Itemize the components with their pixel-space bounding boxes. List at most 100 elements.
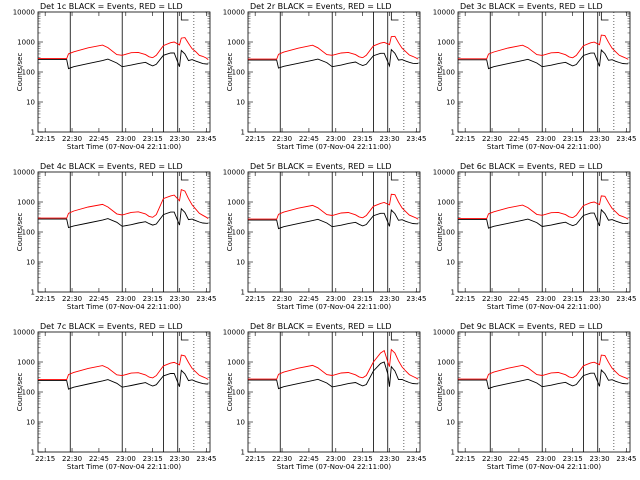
x-axis-label: Start Time (07-Nov-04 22:11:00) — [487, 143, 601, 151]
x-tick-label: 22:45 — [299, 135, 319, 143]
y-tick-label: 1000 — [437, 199, 455, 207]
plot-frame — [37, 171, 211, 293]
bracket-mark — [390, 172, 399, 181]
detector-panel: Det 3c BLACK = Events, RED = LLD 1 10 100 10… — [433, 2, 637, 151]
detector-panel: Det 9c BLACK = Events, RED = LLD 1 10 100 10… — [433, 322, 637, 471]
x-tick-label: 22:30 — [482, 135, 502, 143]
y-tick-label: 10000 — [13, 9, 35, 17]
x-tick-label: 22:45 — [509, 295, 529, 303]
x-tick-label: 22:30 — [482, 455, 502, 463]
plot-frame — [247, 331, 421, 453]
panel-title: Det 3c BLACK = Events, RED = LLD — [460, 2, 603, 11]
x-axis-label: Start Time (07-Nov-04 22:11:00) — [277, 463, 391, 471]
x-tick-label: 23:45 — [196, 295, 216, 303]
x-tick-label: 22:45 — [509, 135, 529, 143]
y-tick-label: 10000 — [433, 329, 455, 337]
x-axis-label: Start Time (07-Nov-04 22:11:00) — [67, 303, 181, 311]
x-tick-label: 23:15 — [143, 455, 163, 463]
y-tick-label: 1000 — [227, 39, 245, 47]
x-tick-label: 23:30 — [589, 455, 609, 463]
x-tick-label: 22:30 — [272, 455, 292, 463]
detector-panel: Det 8r BLACK = Events, RED = LLD 1 10 100 10… — [223, 322, 427, 471]
x-tick-label: 22:45 — [89, 295, 109, 303]
x-tick-label: 22:30 — [272, 135, 292, 143]
x-tick-label: 22:30 — [62, 135, 82, 143]
y-tick-label: 100 — [232, 69, 245, 77]
events-series-line — [38, 49, 209, 70]
x-tick-label: 23:00 — [536, 455, 556, 463]
y-tick-label: 10 — [236, 259, 245, 267]
x-tick-label: 23:30 — [379, 295, 399, 303]
lld-series-line — [38, 188, 209, 219]
bracket-mark — [390, 332, 399, 341]
y-tick-label: 1 — [451, 129, 455, 137]
detector-panel: Det 6c BLACK = Events, RED = LLD 1 10 100 10… — [433, 162, 637, 311]
x-tick-label: 23:15 — [143, 135, 163, 143]
y-tick-label: 100 — [22, 229, 35, 237]
y-tick-label: 1000 — [17, 199, 35, 207]
x-tick-label: 22:15 — [35, 455, 55, 463]
x-tick-label: 23:15 — [353, 295, 373, 303]
x-tick-label: 23:15 — [143, 295, 163, 303]
y-axis-label: Counts/sec — [436, 373, 444, 412]
x-tick-label: 22:15 — [245, 455, 265, 463]
lld-series-line — [458, 34, 629, 60]
y-tick-label: 10 — [26, 99, 35, 107]
x-axis-label: Start Time (07-Nov-04 22:11:00) — [487, 303, 601, 311]
x-tick-label: 23:15 — [353, 455, 373, 463]
plot-frame — [37, 331, 211, 453]
x-tick-label: 23:00 — [326, 295, 346, 303]
panel-title: Det 9c BLACK = Events, RED = LLD — [460, 322, 603, 331]
y-tick-label: 10 — [446, 419, 455, 427]
y-tick-label: 1 — [241, 289, 245, 297]
x-tick-label: 22:15 — [455, 295, 475, 303]
y-tick-label: 10 — [446, 99, 455, 107]
x-tick-label: 23:15 — [563, 135, 583, 143]
lld-series-line — [38, 37, 209, 60]
x-tick-label: 22:30 — [62, 295, 82, 303]
y-tick-label: 1000 — [227, 359, 245, 367]
bracket-mark — [180, 12, 189, 21]
lld-series-line — [38, 354, 209, 381]
y-axis-label: Counts/sec — [436, 53, 444, 92]
lld-series-line — [248, 193, 419, 220]
x-tick-label: 23:30 — [379, 135, 399, 143]
y-tick-label: 100 — [232, 389, 245, 397]
x-tick-label: 23:15 — [353, 135, 373, 143]
y-tick-label: 10000 — [223, 9, 245, 17]
x-tick-label: 22:15 — [35, 295, 55, 303]
panel-title: Det 2r BLACK = Events, RED = LLD — [250, 2, 392, 11]
x-tick-label: 23:45 — [406, 135, 426, 143]
x-axis-label: Start Time (07-Nov-04 22:11:00) — [277, 303, 391, 311]
detector-panel: Det 5r BLACK = Events, RED = LLD 1 10 100 10… — [223, 162, 427, 311]
y-tick-label: 10 — [446, 259, 455, 267]
bracket-mark — [390, 12, 399, 21]
y-tick-label: 10000 — [13, 329, 35, 337]
detector-panel: Det 4c BLACK = Events, RED = LLD 1 10 100 10… — [13, 162, 217, 311]
events-series-line — [248, 209, 419, 230]
panel-title: Det 8r BLACK = Events, RED = LLD — [250, 322, 392, 331]
panel-title: Det 5r BLACK = Events, RED = LLD — [250, 162, 392, 171]
events-series-line — [458, 208, 629, 229]
y-tick-label: 1000 — [17, 39, 35, 47]
x-tick-label: 23:15 — [563, 455, 583, 463]
x-tick-label: 23:00 — [116, 455, 136, 463]
x-tick-label: 22:45 — [299, 295, 319, 303]
x-tick-label: 23:00 — [326, 455, 346, 463]
x-tick-label: 23:45 — [616, 455, 636, 463]
lld-series-line — [458, 195, 629, 220]
x-tick-label: 22:15 — [245, 295, 265, 303]
y-tick-label: 1 — [31, 289, 35, 297]
y-axis-label: Counts/sec — [16, 373, 24, 412]
y-tick-label: 100 — [442, 69, 455, 77]
y-tick-label: 100 — [442, 229, 455, 237]
y-tick-label: 1 — [31, 129, 35, 137]
x-tick-label: 23:45 — [196, 455, 216, 463]
y-tick-label: 1 — [241, 449, 245, 457]
x-tick-label: 22:15 — [35, 135, 55, 143]
y-tick-label: 10 — [26, 259, 35, 267]
x-axis-label: Start Time (07-Nov-04 22:11:00) — [67, 143, 181, 151]
bracket-mark — [600, 12, 609, 21]
x-tick-label: 22:15 — [455, 135, 475, 143]
